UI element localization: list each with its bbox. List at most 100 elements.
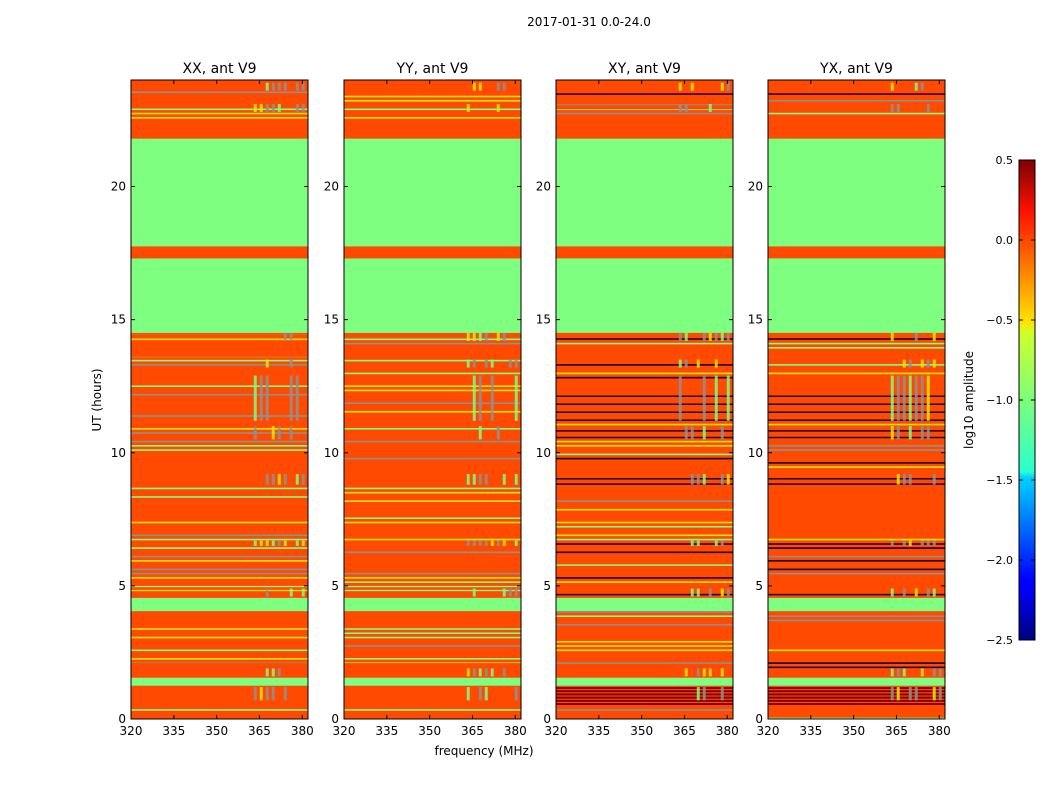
rfi-patch <box>720 474 724 485</box>
rfi-patch <box>896 375 900 421</box>
maroon-stripe <box>768 699 945 702</box>
stripe <box>556 453 733 456</box>
stripe <box>556 577 733 579</box>
good-band <box>768 138 945 247</box>
rfi-patch <box>902 375 906 421</box>
stripe <box>131 91 308 94</box>
dark-stripe <box>556 483 733 485</box>
rfi-patch <box>289 426 293 440</box>
rfi-patch <box>484 332 488 341</box>
x-tick-label: 365 <box>461 724 484 738</box>
rfi-patch <box>938 687 942 701</box>
stripe <box>344 338 521 341</box>
rfi-patch <box>514 540 518 546</box>
rfi-patch <box>259 103 263 112</box>
stripe <box>131 568 308 571</box>
stripe <box>344 427 521 430</box>
stripe <box>344 581 521 583</box>
stripe <box>131 449 308 451</box>
rfi-patch <box>490 668 494 677</box>
stripe <box>556 525 733 528</box>
flag-band <box>768 332 945 341</box>
stripe <box>768 466 945 468</box>
flag-band <box>344 663 521 677</box>
y-tick-label: 0 <box>331 712 339 726</box>
rfi-patch <box>490 359 494 368</box>
stripe <box>344 410 521 413</box>
stripe <box>344 572 521 575</box>
dark-stripe <box>768 419 945 421</box>
stripe <box>556 640 733 643</box>
good-band <box>131 677 308 686</box>
rfi-patch <box>259 375 263 421</box>
rfi-patch <box>283 687 287 701</box>
rfi-patch <box>253 426 257 440</box>
flag-band <box>344 418 521 428</box>
good-band <box>768 677 945 686</box>
rfi-patch <box>265 359 269 368</box>
rfi-patch <box>301 82 305 91</box>
y-tick-label: 10 <box>536 446 551 460</box>
dark-stripe <box>768 411 945 413</box>
stripe <box>556 623 733 626</box>
rfi-patch <box>720 540 724 546</box>
rfi-patch <box>277 668 281 677</box>
flag-band <box>768 426 945 440</box>
rfi-patch <box>690 426 694 440</box>
rfi-patch <box>271 668 275 677</box>
rfi-patch <box>472 82 476 91</box>
y-tick-label: 0 <box>543 712 551 726</box>
stripe <box>131 359 308 362</box>
rfi-patch <box>289 375 293 421</box>
flag-band <box>556 105 733 110</box>
rfi-patch <box>714 359 718 368</box>
rfi-patch <box>484 668 488 677</box>
rfi-patch <box>295 82 299 91</box>
rfi-patch <box>926 540 930 546</box>
rfi-patch <box>514 375 518 421</box>
rfi-patch <box>914 82 918 91</box>
flag-band <box>556 332 733 341</box>
flag-band <box>768 383 945 421</box>
dark-stripe <box>556 419 733 421</box>
rfi-patch <box>896 474 900 485</box>
rfi-patch <box>466 359 470 368</box>
stripe <box>131 432 308 434</box>
stripe <box>131 585 308 588</box>
stripe <box>768 568 945 571</box>
stripe <box>131 628 308 630</box>
good-band <box>344 677 521 686</box>
flag-band <box>131 334 308 339</box>
dark-stripe <box>768 478 945 480</box>
stripe <box>131 117 308 119</box>
rfi-patch <box>696 474 700 485</box>
y-tick-label: 15 <box>111 313 126 327</box>
stripe <box>556 372 733 375</box>
rfi-patch <box>708 588 712 597</box>
y-tick-label: 20 <box>111 180 126 194</box>
rfi-patch <box>265 540 269 546</box>
maroon-stripe <box>556 703 733 706</box>
stripe <box>131 649 308 652</box>
stripe <box>131 487 308 490</box>
rfi-patch <box>890 668 894 677</box>
rfi-patch <box>726 82 730 91</box>
stripe <box>131 393 308 396</box>
x-tick-label: 350 <box>205 724 228 738</box>
stripe <box>556 112 733 115</box>
maroon-stripe <box>556 696 733 699</box>
stripe <box>131 445 308 447</box>
rfi-patch <box>690 474 694 485</box>
rfi-patch <box>271 82 275 91</box>
x-tick-label: 320 <box>120 724 143 738</box>
maroon-stripe <box>768 693 945 696</box>
rfi-patch <box>920 82 924 91</box>
rfi-patch <box>508 359 512 368</box>
rfi-patch <box>472 668 476 677</box>
stripe <box>768 717 945 719</box>
y-tick-label: 15 <box>748 313 763 327</box>
rfi-patch <box>265 588 269 597</box>
rfi-patch <box>277 82 281 91</box>
rfi-patch <box>902 540 906 546</box>
x-tick-label: 350 <box>630 724 653 738</box>
